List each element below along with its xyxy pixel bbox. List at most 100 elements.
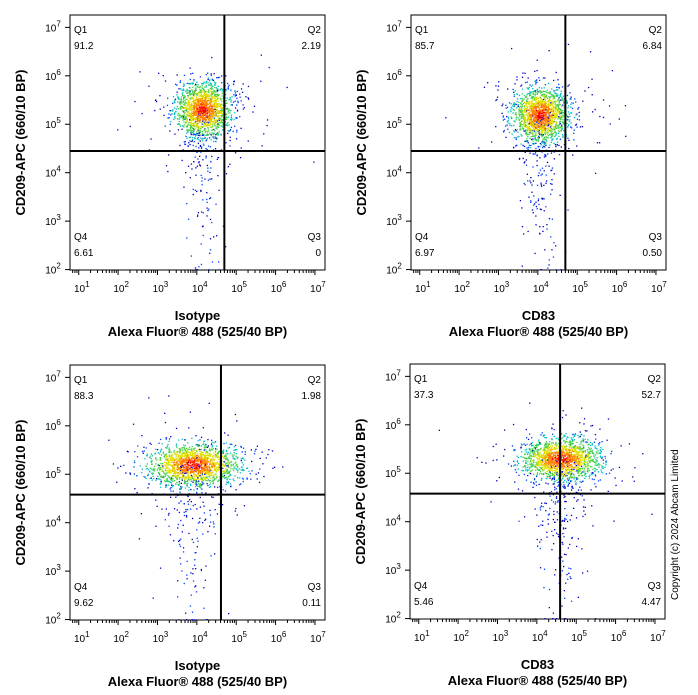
event-dot: [535, 139, 537, 141]
event-dot: [547, 110, 549, 113]
event-dot: [180, 115, 182, 117]
event-dot: [195, 552, 197, 554]
event-dot: [543, 107, 545, 109]
event-dot: [536, 121, 538, 123]
event-dot: [171, 479, 173, 482]
event-dot: [205, 492, 207, 494]
event-dot: [555, 71, 557, 74]
event-dot: [537, 121, 540, 123]
event-dot: [561, 86, 564, 88]
event-dot: [533, 124, 535, 126]
event-dot: [552, 126, 555, 128]
event-dot: [530, 200, 532, 202]
event-dot: [185, 451, 188, 453]
event-dot: [532, 119, 535, 121]
event-dot: [520, 85, 522, 87]
quadrant-name-q2: Q2: [308, 25, 322, 36]
event-dot: [200, 99, 202, 101]
event-dot: [502, 103, 504, 105]
event-dot: [205, 477, 207, 479]
event-dot: [193, 113, 195, 115]
event-dot: [531, 115, 533, 117]
event-dot: [177, 114, 179, 116]
event-dot: [235, 468, 237, 470]
event-dot: [534, 128, 536, 130]
event-dot: [556, 94, 558, 96]
event-dot: [208, 91, 210, 93]
event-dot: [171, 454, 174, 456]
event-dot: [599, 142, 601, 144]
event-dot: [539, 112, 541, 114]
event-dot: [523, 130, 525, 132]
event-dot: [185, 514, 188, 517]
event-dot: [215, 103, 217, 105]
event-dot: [539, 146, 541, 148]
event-dot: [187, 451, 189, 453]
event-dot: [211, 261, 214, 263]
event-dot: [216, 120, 219, 122]
event-dot: [513, 91, 515, 93]
event-dot: [552, 120, 555, 122]
event-dot: [211, 85, 213, 88]
x-tick-label: 107: [651, 280, 667, 295]
event-dot: [552, 109, 555, 112]
event-dot: [506, 106, 509, 108]
event-dot: [513, 93, 515, 96]
event-dot: [177, 108, 179, 110]
event-dot: [240, 100, 242, 102]
event-dot: [533, 110, 535, 113]
event-dot: [208, 121, 210, 123]
event-dot: [557, 118, 559, 120]
event-dot: [544, 139, 546, 141]
event-dot: [546, 106, 548, 108]
event-dot: [189, 451, 192, 453]
event-dot: [186, 237, 188, 239]
event-dot: [505, 136, 507, 138]
event-dot: [189, 83, 191, 85]
event-dot: [536, 79, 538, 81]
event-dot: [192, 144, 194, 147]
event-dot: [233, 467, 236, 469]
event-dot: [551, 132, 553, 134]
event-dot: [539, 208, 542, 210]
event-dot: [235, 117, 237, 119]
event-dot: [544, 115, 546, 117]
event-dot: [542, 134, 544, 136]
event-dot: [215, 468, 217, 470]
event-dot: [521, 93, 523, 95]
event-dot: [527, 123, 530, 126]
event-dot: [177, 467, 179, 469]
event-dot: [191, 123, 193, 125]
event-dot: [186, 115, 188, 117]
event-dot: [541, 99, 543, 101]
event-dot: [569, 115, 571, 118]
event-dot: [186, 454, 188, 456]
event-dot: [550, 110, 552, 112]
event-dot: [203, 117, 205, 120]
event-dot: [542, 98, 545, 101]
event-dot: [546, 228, 548, 230]
event-dot: [536, 104, 539, 106]
event-dot: [149, 477, 151, 480]
event-dot: [194, 564, 196, 566]
event-dot: [210, 109, 212, 111]
event-dot: [226, 116, 228, 119]
event-dot: [549, 91, 551, 93]
event-dot: [186, 107, 188, 109]
event-dot: [555, 133, 557, 135]
event-dot: [562, 135, 564, 137]
event-dot: [192, 110, 194, 113]
event-dot: [205, 443, 207, 446]
event-dot: [543, 106, 545, 109]
event-dot: [192, 107, 194, 109]
event-dot: [214, 108, 216, 111]
event-dot: [232, 101, 235, 103]
event-dot: [530, 120, 532, 122]
event-dot: [536, 98, 538, 101]
event-dot: [197, 117, 199, 119]
event-dot: [201, 111, 203, 113]
event-dot: [221, 120, 223, 122]
event-dot: [541, 167, 544, 169]
event-dot: [552, 105, 554, 107]
